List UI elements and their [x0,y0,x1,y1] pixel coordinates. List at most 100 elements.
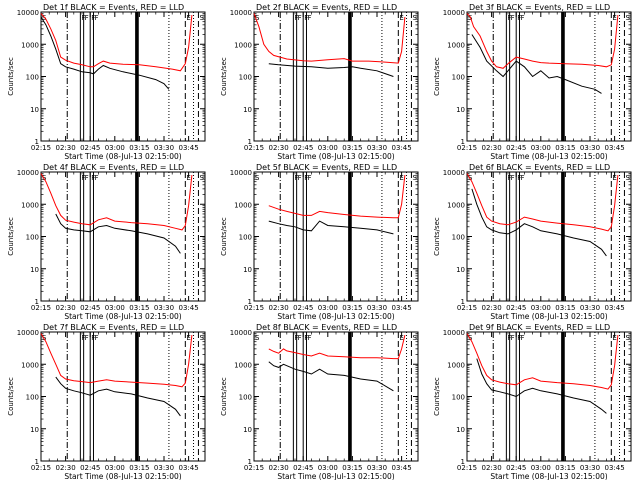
marker-letter: F [520,334,524,342]
x-axis-label: Start Time (08-Jul-13 02:15:00) [277,472,394,480]
x-tick-label: 03:45 [605,144,625,152]
marker-letter: E [399,14,403,22]
y-tick-label: 10000 [230,169,252,177]
marker-letter: F [91,174,95,182]
marker-letter: S [199,334,204,342]
y-tick-label: 10 [30,426,39,434]
lld-series-line [466,13,619,69]
x-tick-label: 03:15 [129,464,149,472]
y-tick-label: 10 [456,266,465,274]
marker-letter: S [42,174,47,182]
marker-letter: F [294,174,298,182]
x-tick-label: 03:45 [392,464,412,472]
events-series-line [268,63,394,77]
marker-letter: F [507,334,511,342]
panel: Det 1f BLACK = Events, RED = LLD 1 10 100 10… [7,3,206,161]
marker-letter: S [468,334,473,342]
panel-title: Det 5f BLACK = Events, RED = LLD [256,163,397,172]
y-tick-label: 1000 [21,41,39,49]
marker-letter: F [520,174,524,182]
panel: Det 9f BLACK = Events, RED = LLD 1 10 100 10… [433,323,632,480]
y-tick-label: 1 [461,458,465,466]
y-axis-label: Counts/sec [433,57,441,96]
y-tick-label: 100 [452,234,465,242]
events-series-line [476,358,607,414]
y-axis-label: Counts/sec [433,377,441,416]
x-tick-label: 03:30 [367,464,387,472]
y-tick-label: 1000 [447,201,465,209]
marker-letter: F [511,334,515,342]
x-axis-label: Start Time (08-Jul-13 02:15:00) [490,472,607,480]
marker-letter: F [94,14,98,22]
x-tick-label: 03:45 [605,464,625,472]
y-tick-label: 10000 [230,329,252,337]
x-tick-label: 03:00 [318,304,338,312]
marker-letter: E [186,14,190,22]
x-tick-label: 03:15 [555,464,575,472]
lld-series-line [268,175,406,219]
panel-title: Det 3f BLACK = Events, RED = LLD [469,3,610,12]
marker-letter: S [199,14,204,22]
y-tick-label: 10 [243,426,252,434]
x-tick-label: 03:30 [154,464,174,472]
plot-frame [253,171,419,302]
marker-letter: S [255,334,260,342]
x-tick-label: 03:30 [580,144,600,152]
marker-letter: F [294,334,298,342]
y-tick-label: 10000 [17,169,39,177]
y-tick-label: 100 [26,74,39,82]
x-tick-label: 02:45 [506,464,526,472]
marker-letter: F [307,14,311,22]
marker-letter: S [468,174,473,182]
marker-letter: F [91,14,95,22]
marker-letter: S [625,174,630,182]
x-tick-label: 02:15 [457,464,477,472]
lld-series-line [40,333,193,388]
x-tick-label: 02:45 [293,304,313,312]
y-axis-label: Counts/sec [220,57,228,96]
marker-letter: F [517,174,521,182]
y-tick-label: 1 [35,138,39,146]
marker-letter: S [412,174,417,182]
x-tick-label: 02:45 [506,304,526,312]
y-axis-label: Counts/sec [7,57,15,96]
y-tick-label: 10000 [443,329,465,337]
y-tick-label: 1 [461,138,465,146]
x-tick-label: 02:45 [80,464,100,472]
panel: Det 4f BLACK = Events, RED = LLD 1 10 100 10… [7,163,206,321]
lld-series-line [40,173,193,231]
marker-letter: F [298,174,302,182]
y-tick-label: 10000 [17,329,39,337]
marker-letter: E [186,174,190,182]
x-axis-label: Start Time (08-Jul-13 02:15:00) [64,152,181,161]
y-tick-label: 100 [239,74,252,82]
y-tick-label: 100 [452,394,465,402]
marker-letter: S [255,14,260,22]
events-series-line [268,361,394,392]
y-tick-label: 10000 [17,9,39,17]
x-tick-label: 02:30 [482,144,502,152]
y-tick-label: 1 [248,298,252,306]
lld-series-line [268,334,406,360]
y-tick-label: 1 [35,298,39,306]
x-tick-label: 03:15 [129,144,149,152]
x-tick-label: 03:00 [531,304,551,312]
y-tick-label: 10 [456,106,465,114]
y-tick-label: 10000 [443,9,465,17]
x-axis-label: Start Time (08-Jul-13 02:15:00) [277,152,394,161]
panel-title: Det 7f BLACK = Events, RED = LLD [43,323,184,332]
x-tick-label: 03:45 [179,144,199,152]
x-tick-label: 02:30 [482,464,502,472]
marker-letter: F [298,334,302,342]
panel-title: Det 4f BLACK = Events, RED = LLD [43,163,184,172]
marker-letter: F [298,14,302,22]
y-tick-label: 100 [239,234,252,242]
x-tick-label: 02:15 [457,144,477,152]
y-tick-label: 10 [30,106,39,114]
panel: Det 6f BLACK = Events, RED = LLD 1 10 100 10… [433,163,632,321]
panel: Det 5f BLACK = Events, RED = LLD 1 10 100 10… [220,163,419,321]
y-tick-label: 100 [452,74,465,82]
marker-letter: F [507,174,511,182]
panel-title: Det 1f BLACK = Events, RED = LLD [43,3,184,12]
marker-letter: F [517,14,521,22]
